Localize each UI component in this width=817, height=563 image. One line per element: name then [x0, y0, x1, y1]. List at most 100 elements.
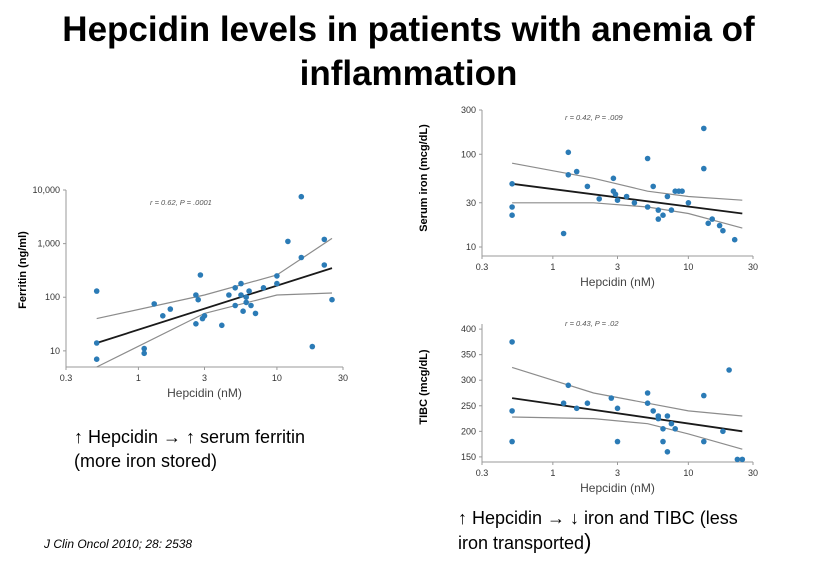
- serum-iron-axis-label: Serum iron (mcg/dL): [418, 124, 430, 232]
- y-tick-label: 250: [461, 401, 476, 411]
- data-point: [672, 426, 678, 432]
- data-point: [664, 449, 671, 455]
- data-point: [709, 216, 715, 222]
- data-point: [608, 395, 615, 401]
- data-point: [285, 238, 291, 245]
- data-point: [660, 212, 666, 218]
- data-point: [260, 285, 267, 291]
- x-tick-label: 10: [272, 373, 282, 383]
- data-point: [193, 292, 199, 298]
- data-point: [321, 262, 328, 268]
- x-tick-label: 30: [338, 373, 348, 383]
- ferritin-chart: 10 100 1,000 10,000 0.3 1 3 10 30 Hepcidin (nM) r …: [32, 185, 348, 400]
- data-point: [664, 193, 671, 200]
- y-tick-label: 10: [50, 346, 60, 356]
- right-caption: ↑ Hepcidin → ↓ iron and TIBC (less iron …: [458, 506, 803, 555]
- y-tick-label: 400: [461, 324, 476, 334]
- tibc-axis-label: TIBC (mcg/dL): [418, 349, 430, 425]
- data-point: [631, 200, 638, 206]
- left-caption-line2: (more iron stored): [74, 451, 218, 471]
- regression-line: [511, 397, 743, 433]
- data-point: [734, 456, 741, 463]
- y-tick-label: 10,000: [32, 185, 60, 195]
- data-point: [614, 438, 621, 445]
- data-point: [623, 193, 630, 200]
- y-tick-label: 100: [461, 149, 476, 159]
- y-tick-label: 1,000: [37, 239, 60, 249]
- data-point: [93, 288, 100, 294]
- data-point: [201, 313, 208, 319]
- data-point: [720, 428, 726, 435]
- x-tick-label: 3: [615, 468, 620, 478]
- tibc-chart-panel: 150 200 250 300 350 400 0.3 1 3 10 30 Hepcidin (nM)…: [440, 312, 765, 502]
- data-point: [584, 400, 591, 406]
- data-point: [309, 343, 316, 350]
- y-tick-label: 350: [461, 350, 476, 360]
- data-point: [560, 400, 567, 406]
- data-point: [321, 236, 328, 243]
- data-point: [655, 216, 662, 222]
- data-point: [238, 292, 244, 298]
- x-tick-label: 30: [748, 262, 758, 272]
- data-point: [573, 405, 580, 412]
- data-point: [596, 196, 602, 202]
- data-point: [252, 310, 259, 317]
- data-point: [716, 222, 723, 229]
- data-point: [720, 227, 726, 234]
- data-point: [226, 292, 232, 298]
- confidence-band-lower: [96, 292, 333, 368]
- x-tick-label: 30: [748, 468, 758, 478]
- data-point: [298, 193, 305, 200]
- data-point: [274, 280, 280, 287]
- x-tick-label: 1: [550, 262, 555, 272]
- y-tick-label: 300: [461, 375, 476, 385]
- x-tick-label: 10: [683, 468, 693, 478]
- data-point: [565, 382, 572, 389]
- data-point: [93, 340, 100, 346]
- data-point: [195, 296, 201, 303]
- data-point: [232, 302, 238, 309]
- y-tick-label: 200: [461, 426, 476, 436]
- right-caption-line2: iron transported: [458, 533, 585, 553]
- data-point: [565, 149, 572, 156]
- regression-line: [96, 267, 333, 344]
- data-point: [679, 188, 685, 194]
- data-point: [141, 350, 147, 357]
- tibc-chart: 150 200 250 300 350 400 0.3 1 3 10 30 Hepcidin (nM)…: [461, 319, 758, 495]
- stats-annotation: r = 0.62, P = .0001: [150, 198, 212, 207]
- data-point: [644, 400, 651, 406]
- data-point: [329, 296, 335, 303]
- data-point: [509, 339, 515, 345]
- data-point: [614, 197, 621, 203]
- data-point: [668, 207, 675, 213]
- data-point: [701, 165, 707, 172]
- ferritin-axis-label: Ferritin (ng/ml): [17, 231, 29, 309]
- data-point: [248, 302, 254, 309]
- data-point: [509, 212, 515, 218]
- data-point: [151, 301, 157, 307]
- data-point: [565, 172, 572, 178]
- y-tick-label: 150: [461, 452, 476, 462]
- plot-area: [482, 110, 753, 256]
- x-tick-label: 3: [202, 373, 207, 383]
- data-point: [160, 313, 166, 319]
- data-point: [167, 306, 174, 312]
- data-point: [238, 280, 244, 287]
- data-point: [584, 183, 591, 190]
- data-point: [644, 204, 651, 210]
- x-tick-label: 3: [615, 262, 620, 272]
- data-point: [644, 155, 651, 162]
- data-point: [240, 308, 246, 314]
- data-point: [509, 181, 515, 187]
- stats-annotation: r = 0.43, P = .02: [565, 319, 619, 328]
- data-point: [573, 168, 580, 175]
- data-point: [614, 405, 621, 412]
- serum-iron-chart: 10 30 100 300 0.3 1 3 10 30 Hepcidin (nM) r = 0.42…: [461, 105, 758, 289]
- right-caption-line1: ↑ Hepcidin → ↓ iron and TIBC (less: [458, 508, 738, 528]
- x-axis-label: Hepcidin (nM): [580, 275, 655, 289]
- data-point: [509, 408, 515, 414]
- data-point: [668, 420, 675, 427]
- x-tick-label: 0.3: [476, 468, 489, 478]
- data-point: [660, 438, 666, 445]
- data-point: [219, 322, 225, 329]
